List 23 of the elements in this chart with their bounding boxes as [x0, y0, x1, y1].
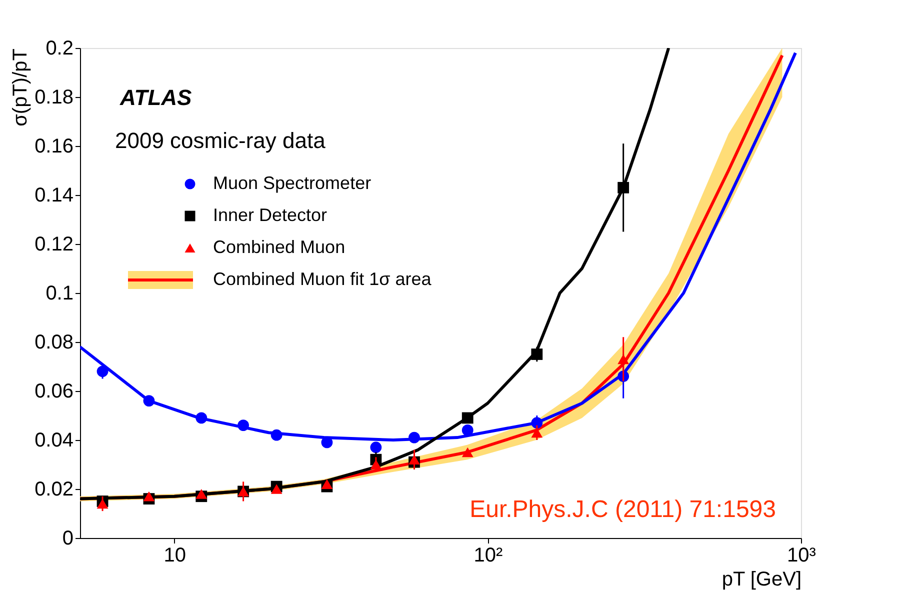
y-axis-title: σ(pT)/pT: [10, 48, 32, 126]
legend-label: Combined Muon: [213, 237, 346, 257]
x-tick-label: 10: [164, 544, 186, 566]
y-tick-label: 0.16: [34, 136, 74, 158]
y-tick-label: 0.08: [34, 332, 74, 354]
annotation: ATLAS: [119, 85, 192, 110]
y-tick-label: 0: [62, 528, 74, 550]
x-axis-title: pT [GeV]: [722, 568, 802, 590]
y-tick-label: 0.14: [34, 184, 74, 206]
x-tick-label: 10²: [474, 544, 503, 566]
y-tick-label: 0.06: [34, 380, 74, 402]
legend-label: Inner Detector: [213, 205, 328, 225]
annotation: Eur.Phys.J.C (2011) 71:1593: [470, 496, 776, 523]
annotation: 2009 cosmic-ray data: [115, 128, 326, 153]
y-tick-label: 0.2: [46, 38, 74, 60]
legend-label: Muon Spectrometer: [213, 173, 372, 193]
y-tick-label: 0.04: [34, 430, 74, 452]
legend-label: Combined Muon fit 1σ area: [213, 269, 432, 289]
y-tick-label: 0.02: [34, 478, 74, 500]
y-tick-label: 0.1: [46, 282, 74, 304]
x-tick-label: 10³: [787, 544, 816, 566]
y-tick-label: 0.12: [34, 234, 74, 256]
y-tick-label: 0.18: [34, 86, 74, 108]
